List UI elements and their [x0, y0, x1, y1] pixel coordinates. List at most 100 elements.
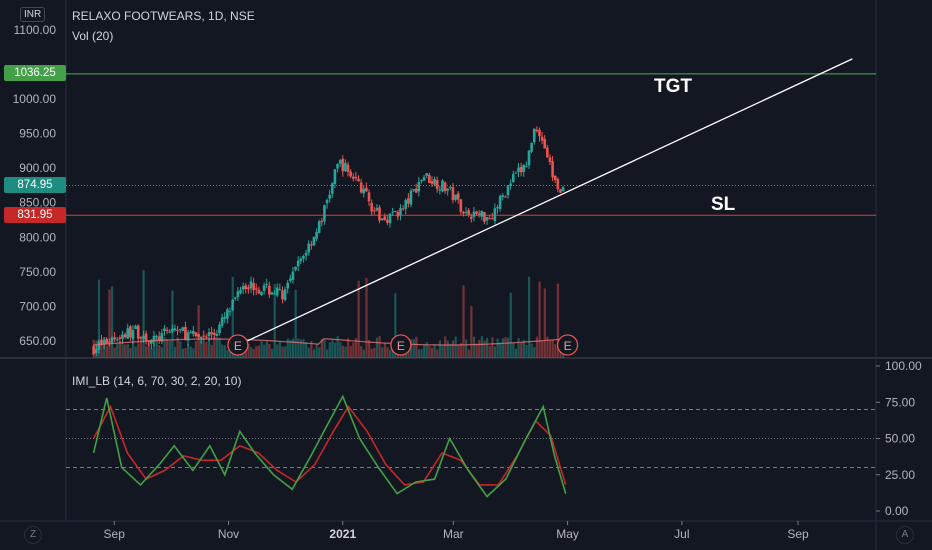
candle-body [511, 174, 515, 183]
candle-body [504, 196, 507, 198]
candle-body [197, 333, 200, 337]
chart-title: RELAXO FOOTWEARS, 1D, NSE [72, 9, 255, 23]
volume-bar [263, 344, 266, 358]
volume-bar [265, 341, 268, 358]
candle-body [286, 282, 290, 289]
volume-bar [360, 346, 363, 358]
volume-bar [113, 347, 116, 358]
candle-body [310, 244, 313, 246]
candle-body [525, 166, 528, 168]
candle-body [540, 136, 544, 141]
volume-bar [362, 349, 365, 358]
candle-body [241, 286, 245, 290]
stop-loss-annotation: SL [711, 194, 736, 215]
volume-bar [270, 348, 274, 358]
candle-body [388, 213, 392, 224]
candle-body [519, 166, 523, 173]
candle-body [165, 329, 169, 332]
candle-body [123, 334, 127, 337]
volume-bar [551, 339, 554, 358]
candle-body [433, 178, 436, 185]
volume-bar [375, 337, 379, 358]
volume-bar [255, 346, 258, 358]
timezone-button[interactable]: Z [24, 526, 42, 544]
candle-body [323, 205, 326, 222]
candle-body [139, 337, 143, 339]
candle-body [441, 180, 444, 192]
volume-bar [310, 340, 313, 358]
earnings-marker-label: E [397, 339, 405, 353]
candle-body [449, 186, 452, 188]
volume-bar [478, 339, 481, 358]
candle-body [157, 336, 161, 341]
candle-body [480, 210, 484, 217]
candle-body [417, 182, 421, 192]
volume-bar [352, 342, 355, 358]
volume-bar [486, 337, 489, 358]
candle-body [506, 185, 510, 196]
candle-body [351, 176, 355, 179]
volume-bar [467, 349, 470, 358]
candle-body [202, 335, 206, 337]
volume-bar [483, 340, 486, 358]
candle-body [249, 281, 253, 289]
volume-bar [386, 347, 389, 358]
auto-scale-button[interactable]: A [896, 526, 914, 544]
volume-bar [530, 343, 533, 358]
volume-bar [189, 346, 192, 358]
candle-body [464, 211, 468, 213]
candle-body [220, 317, 224, 326]
candle-body [260, 291, 263, 296]
candle-body [396, 212, 400, 217]
volume-bar [192, 348, 195, 358]
volume-bar [129, 347, 132, 358]
candle-body [176, 330, 179, 332]
volume-bar [441, 344, 444, 358]
volume-bar [166, 339, 169, 358]
volume-bar [499, 342, 502, 358]
candle-body [404, 200, 408, 209]
volume-bar [522, 339, 525, 358]
candle-body [477, 213, 481, 215]
time-tick-label: May [556, 527, 579, 541]
volume-bar [121, 344, 124, 358]
candle-body [212, 332, 216, 335]
volume-bar [527, 276, 531, 358]
volume-bar [142, 270, 145, 358]
volume-bar [394, 293, 397, 358]
candle-body [118, 337, 122, 339]
candle-body [459, 199, 463, 212]
candle-body [338, 160, 342, 164]
candle-body [456, 193, 460, 200]
volume-bar [97, 279, 101, 358]
candle-body [380, 218, 384, 221]
candle-body [129, 326, 132, 338]
candle-body [131, 330, 135, 339]
volume-bar [339, 342, 342, 358]
candle-body [160, 333, 164, 342]
volume-bar [181, 348, 185, 358]
candle-body [134, 325, 137, 330]
candle-body [409, 190, 413, 205]
candle-body [328, 194, 331, 199]
volume-bar [257, 345, 261, 358]
candle-body [559, 189, 562, 193]
candle-body [496, 206, 499, 209]
volume-bar [512, 342, 515, 358]
volume-bar [349, 345, 352, 358]
candle-body [391, 211, 394, 213]
candle-body [414, 188, 418, 193]
candle-body [291, 271, 295, 280]
time-tick-label: Nov [218, 527, 239, 541]
target-annotation: TGT [654, 76, 692, 97]
volume-bar [116, 342, 119, 358]
volume-bar [315, 343, 318, 358]
candle-body [281, 290, 284, 300]
candle-body [168, 331, 171, 333]
candle-body [344, 162, 347, 172]
volume-bar [438, 340, 442, 358]
last-price-tag: 874.95 [4, 177, 66, 193]
currency-badge[interactable]: INR [20, 7, 46, 22]
candle-body [307, 243, 310, 253]
